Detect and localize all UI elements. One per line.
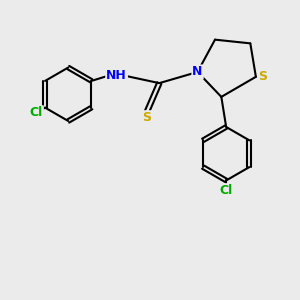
Text: S: S <box>258 70 267 83</box>
Text: Cl: Cl <box>30 106 43 119</box>
Text: Cl: Cl <box>220 184 233 197</box>
Text: S: S <box>142 111 151 124</box>
Text: N: N <box>192 65 203 79</box>
Text: NH: NH <box>106 69 127 82</box>
